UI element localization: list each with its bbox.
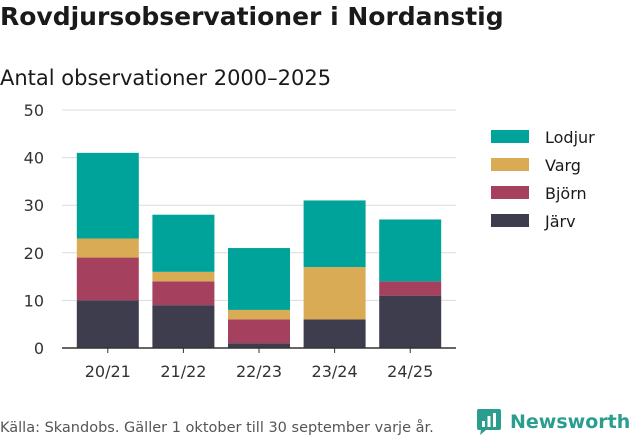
bar-segment-järv [228,343,290,348]
bar-segment-varg [76,238,139,258]
chart-subtitle: Antal observationer 2000–2025 [0,66,332,90]
bar-segment-lodjur [228,248,290,310]
bar-segment-björn [228,319,290,344]
y-tick-label: 40 [24,149,44,168]
bar-segment-björn [76,257,139,301]
y-axis: 0 10 20 30 40 50 [24,101,44,358]
brand: Newsworthy [476,408,631,436]
legend-swatch-järv [491,214,529,227]
bar-segment-lodjur [152,214,215,272]
bars [76,152,442,348]
bar-segment-björn [152,281,215,306]
legend-swatch-varg [491,158,529,171]
legend-label-björn: Björn [545,184,587,203]
legend-label-varg: Varg [545,156,581,175]
bar-segment-järv [76,300,139,348]
bar-segment-lodjur [379,219,442,282]
legend: Lodjur Varg Björn Järv [491,128,595,231]
y-tick-label: 50 [24,101,44,120]
bar-segment-järv [379,295,442,348]
brand-name: Newsworthy [510,411,631,433]
bar-segment-lodjur [76,152,139,239]
x-tick-label: 21/22 [160,362,206,381]
legend-label-järv: Järv [544,212,576,231]
legend-swatch-björn [491,186,529,199]
bar-segment-varg [228,309,290,320]
y-tick-label: 20 [24,244,44,263]
bar-segment-lodjur [303,200,366,268]
x-tick-label: 20/21 [85,362,131,381]
y-tick-label: 30 [24,196,44,215]
source-note: Källa: Skandobs. Gäller 1 oktober till 3… [0,420,434,436]
bar-segment-varg [303,267,366,320]
legend-swatch-lodjur [491,130,529,143]
chart-title: Rovdjursobservationer i Nordanstig [0,2,504,31]
x-tick-label: 24/25 [387,362,433,381]
bar-segment-järv [303,319,366,348]
x-tick-label: 22/23 [236,362,282,381]
y-tick-label: 0 [34,339,44,358]
x-tick-label: 23/24 [312,362,358,381]
newsworthy-logo-icon [477,409,501,435]
y-tick-label: 10 [24,291,44,310]
bar-segment-varg [152,271,215,282]
legend-label-lodjur: Lodjur [545,128,595,147]
bar-segment-björn [379,281,442,296]
bar-segment-järv [152,305,215,348]
x-axis: 20/21 21/22 22/23 23/24 24/25 [62,347,456,381]
